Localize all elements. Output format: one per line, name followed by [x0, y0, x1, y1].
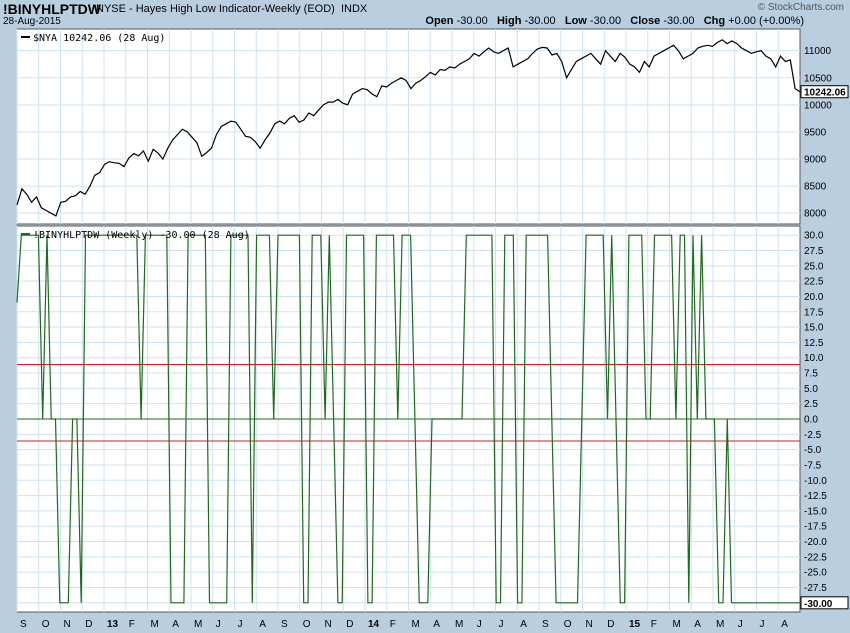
indicator-series-line: [16, 234, 800, 604]
price-ytick-label: 8500: [804, 182, 827, 193]
description-text: NYSE - Hayes High Low Indicator-Weekly (…: [96, 3, 335, 15]
chg-value: +0.00 (+0.00%): [728, 15, 804, 27]
indicator-ytick-label: -17.5: [804, 522, 827, 533]
x-axis-label: M: [673, 619, 681, 630]
x-axis-label: A: [433, 619, 440, 630]
indicator-ytick-label: 22.5: [804, 277, 824, 288]
indicator-ytick-label: 10.0: [804, 353, 824, 364]
symbol-title: !BINYHLPTDW: [3, 1, 101, 17]
x-axis-label: S: [542, 619, 549, 630]
indicator-ytick-label: -2.5: [804, 430, 822, 441]
x-axis-label: A: [520, 619, 527, 630]
x-axis-label: M: [412, 619, 420, 630]
x-axis-label: A: [781, 619, 788, 630]
indicator-ytick-label: -12.5: [804, 491, 827, 502]
x-axis-label: A: [259, 619, 266, 630]
price-last-value-box: [800, 85, 849, 99]
brand-watermark: © StockCharts.com: [757, 2, 844, 13]
x-axis-label: A: [172, 619, 179, 630]
x-axis-label: M: [455, 619, 463, 630]
indicator-last-value-box: [800, 596, 849, 610]
indicator-ytick-label: 0.0: [804, 415, 818, 426]
x-axis-label: O: [303, 619, 311, 630]
indicator-ytick-label: -27.5: [804, 583, 827, 594]
price-ytick-label: 11000: [804, 46, 832, 57]
x-axis-label: J: [760, 619, 765, 630]
x-axis-label: D: [346, 619, 353, 630]
indicator-ytick-label: -10.0: [804, 476, 827, 487]
indicator-ytick-label: -20.0: [804, 537, 827, 548]
x-axis-label: F: [129, 619, 135, 630]
x-axis-label: 15: [629, 619, 641, 630]
close-label: Close: [630, 15, 661, 27]
indicator-ytick-label: -22.5: [804, 552, 827, 563]
close-value: -30.00: [663, 15, 695, 27]
low-label: Low: [564, 15, 587, 27]
open-label: Open: [425, 15, 454, 27]
price-series-line: [16, 39, 801, 217]
x-axis-label: J: [477, 619, 482, 630]
price-ytick-label: 10000: [804, 100, 832, 111]
indicator-ytick-label: -5.0: [804, 445, 822, 456]
indicator-legend-text: !BINYHLPTDW (Weekly) -30.00 (28 Aug): [33, 230, 250, 241]
indicator-ytick-label: -7.5: [804, 460, 822, 471]
x-axis-label: D: [85, 619, 92, 630]
x-axis-label: O: [42, 619, 50, 630]
indicator-ytick-label: 27.5: [804, 246, 824, 257]
indicator-last-value-label: -30.00: [804, 599, 833, 610]
price-legend-text: $NYA 10242.06 (28 Aug): [33, 33, 165, 44]
x-axis-label: J: [499, 619, 504, 630]
price-last-value-label: 10242.06: [804, 88, 846, 99]
x-axis-label: M: [716, 619, 724, 630]
x-axis-label: D: [607, 619, 614, 630]
price-ytick-label: 9000: [804, 155, 827, 166]
chart-date: 28-Aug-2015: [3, 16, 61, 27]
indicator-ytick-label: 17.5: [804, 307, 824, 318]
x-axis-label: A: [694, 619, 701, 630]
low-value: -30.00: [589, 15, 622, 27]
x-axis-label: J: [238, 619, 243, 630]
x-axis-label: O: [564, 619, 572, 630]
x-axis-label: S: [281, 619, 288, 630]
indicator-ytick-label: 5.0: [804, 384, 818, 395]
indicator-ytick-label: 25.0: [804, 261, 824, 272]
indicator-ytick-label: 12.5: [804, 338, 824, 349]
open-value: -30.00: [456, 15, 488, 27]
price-ytick-label: 10500: [804, 73, 832, 84]
x-axis-label: M: [194, 619, 202, 630]
indicator-ytick-label: 15.0: [804, 323, 824, 334]
x-axis-label: S: [20, 619, 27, 630]
chg-label: Chg: [703, 15, 726, 27]
price-ytick-label: 9500: [804, 127, 827, 138]
high-value: -30.00: [524, 15, 556, 27]
x-axis-label: M: [151, 619, 159, 630]
high-label: High: [496, 15, 522, 27]
chart-description: NYSE - Hayes High Low Indicator-Weekly (…: [96, 3, 367, 15]
ohlc-readout: Open -30.00 High -30.00 Low -30.00 Close…: [425, 15, 804, 27]
x-axis-label: J: [738, 619, 743, 630]
indicator-ytick-label: -25.0: [804, 568, 827, 579]
indicator-ytick-label: -15.0: [804, 506, 827, 517]
exchange-label: INDX: [340, 3, 368, 15]
price-ytick-label: 8000: [804, 209, 827, 220]
x-axis-label: N: [325, 619, 332, 630]
chart-header: !BINYHLPTDW NYSE - Hayes High Low Indica…: [0, 0, 850, 28]
x-axis-label: J: [216, 619, 221, 630]
indicator-ytick-label: 7.5: [804, 369, 818, 380]
indicator-ytick-label: 2.5: [804, 399, 818, 410]
indicator-ytick-label: 30.0: [804, 231, 824, 242]
x-axis-label: F: [390, 619, 396, 630]
x-axis-label: 14: [368, 619, 380, 630]
x-axis-label: 13: [107, 619, 119, 630]
indicator-ytick-label: 20.0: [804, 292, 824, 303]
x-axis-label: N: [64, 619, 71, 630]
x-axis-label: N: [586, 619, 593, 630]
x-axis-label: F: [651, 619, 657, 630]
